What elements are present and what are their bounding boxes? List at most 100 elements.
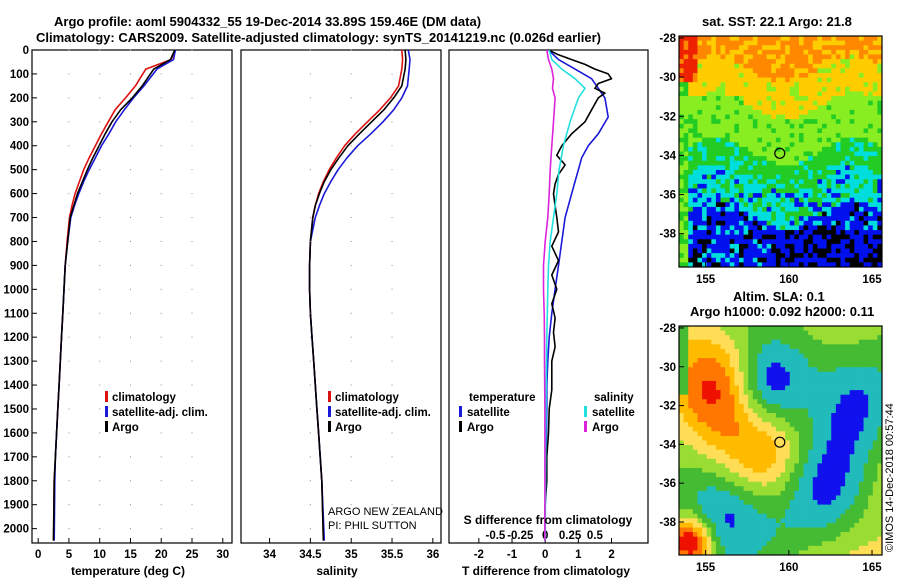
map-cell [812,353,818,359]
map-cell [720,239,726,245]
map-cell [702,435,708,441]
map-cell [794,527,800,533]
map-cell [725,413,731,418]
map-cell [817,225,823,231]
map-cell [808,344,814,350]
map-cell [697,335,703,341]
map-cell [877,481,883,487]
map-cell [794,500,800,506]
map-cell [743,458,749,464]
map-cell [831,225,837,231]
map-cell [835,490,841,496]
map-cell [688,408,694,414]
map-cell [720,137,726,143]
map-cell [725,408,731,414]
map-cell [785,225,791,231]
map-cell [720,230,726,236]
map-cell [679,216,685,222]
map-cell [849,109,855,115]
map-cell [748,59,754,65]
map-cell [840,193,846,199]
map-cell [725,197,731,203]
map-cell [683,440,689,446]
s-difference-label: S difference from climatology [464,513,633,527]
map-cell [785,179,791,185]
map-cell [762,230,768,236]
map-cell [794,522,800,528]
map-cell [798,417,804,423]
map-cell [702,253,708,259]
map-cell [845,380,851,386]
map-cell [757,262,763,268]
map-cell [743,417,749,423]
map-cell [757,96,763,102]
map-cell [812,367,818,373]
map-cell [877,63,883,69]
map-cell [785,367,791,373]
map-cell [702,151,708,157]
map-cell [679,211,685,217]
map-cell [738,477,744,483]
map-cell [748,550,754,556]
map-cell [835,435,841,441]
sst-map-lat-axis: -28-30-32-34-36-38 [659,33,684,241]
map-cell [692,509,698,515]
sla-map-field [679,326,883,556]
map-cell [725,467,731,473]
map-cell [812,54,818,60]
map-cell [835,463,841,469]
map-cell [863,367,869,373]
map-cell [706,100,712,106]
map-cell [840,330,846,336]
map-cell [711,72,717,78]
map-cell [858,123,864,129]
map-cell [720,262,726,268]
map-cell [734,426,740,432]
sst-map: sat. SST: 22.1 Argo: 21.8 -28-30-32-34-3… [659,14,883,286]
map-cell [715,399,721,405]
map-cell [812,234,818,240]
map-cell [780,114,786,120]
map-cell [858,371,864,377]
map-cell [868,174,874,180]
map-cell [679,522,685,528]
map-cell [720,426,726,432]
map-cell [775,367,781,373]
map-cell [831,509,837,515]
map-cell [863,449,869,455]
map-cell [683,380,689,386]
map-cell [840,137,846,143]
map-cell [822,399,828,405]
map-cell [849,490,855,496]
map-cell [826,86,832,92]
map-cell [715,253,721,259]
map-cell [780,156,786,162]
map-cell [743,262,749,268]
map-cell [831,137,837,143]
map-cell [711,399,717,405]
map-cell [697,160,703,166]
map-cell [706,257,712,263]
map-cell [775,509,781,515]
map-cell [757,146,763,152]
map-cell [845,77,851,83]
map-cell [775,165,781,171]
map-cell [868,146,874,152]
map-cell [738,380,744,386]
map-cell [757,137,763,143]
map-cell [706,467,712,473]
legend-swatch-argo [328,421,331,432]
map-cell [752,431,758,437]
depth-tick-label: 1300 [3,356,29,368]
map-cell [711,449,717,455]
map-cell [812,142,818,148]
s-tick-label: 0.25 [559,530,582,542]
map-cell [748,40,754,46]
map-cell [697,399,703,405]
map-cell [711,216,717,222]
map-cell [803,417,809,423]
map-cell [812,527,818,533]
map-cell [692,169,698,175]
map-cell [854,68,860,74]
map-cell [715,509,721,515]
